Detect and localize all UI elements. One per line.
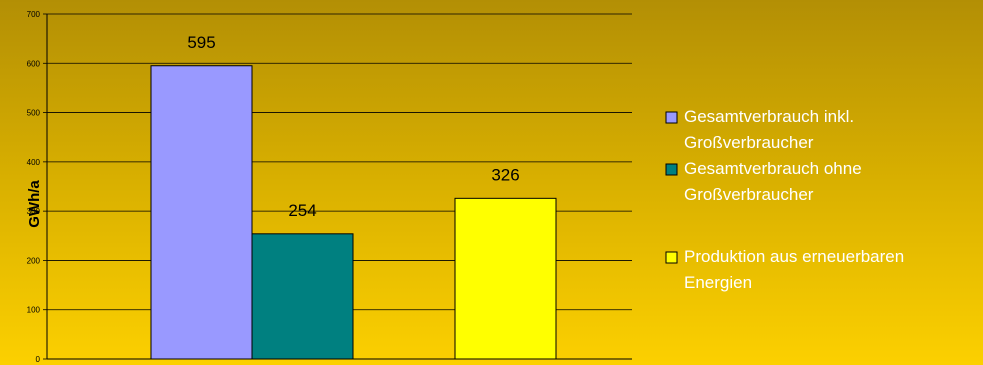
- legend-label-1-line-1: Gesamtverbrauch inkl.: [684, 107, 854, 126]
- legend-swatch-3: [665, 251, 678, 264]
- data-label-2: 254: [288, 201, 316, 220]
- y-tick-label: 400: [27, 158, 41, 167]
- legend: Gesamtverbrauch inkl. Großverbraucher Gesa…: [665, 107, 904, 292]
- legend-swatch-1: [665, 111, 678, 124]
- legend-label-1-line-2: Großverbraucher: [684, 133, 814, 152]
- legend-label-2-line-1: Gesamtverbrauch ohne: [684, 159, 862, 178]
- data-label-3: 326: [491, 165, 519, 184]
- gridlines: [47, 13, 632, 311]
- y-tick-label: 500: [27, 109, 41, 118]
- bar-1: [150, 65, 253, 360]
- data-label-1: 595: [187, 33, 215, 52]
- y-axis-label: GWh/a: [26, 180, 43, 228]
- y-tick-label: 600: [27, 59, 41, 68]
- y-tick-label: 700: [27, 10, 41, 19]
- y-tick-label: 200: [27, 256, 41, 265]
- legend-label-2-line-2: Großverbraucher: [684, 185, 814, 204]
- y-tick-label: 300: [27, 207, 41, 216]
- bar-3: [454, 197, 557, 360]
- legend-label-3-line-2: Energien: [684, 273, 752, 292]
- y-tick-label: 100: [27, 306, 41, 315]
- legend-swatch-2: [665, 163, 678, 176]
- y-tick-label: 0: [36, 355, 41, 364]
- bar-2: [251, 233, 354, 360]
- legend-label-3-line-1: Produktion aus erneuerbaren: [684, 247, 904, 266]
- data-labels: 595 254 326: [187, 33, 519, 220]
- bars: [150, 65, 557, 360]
